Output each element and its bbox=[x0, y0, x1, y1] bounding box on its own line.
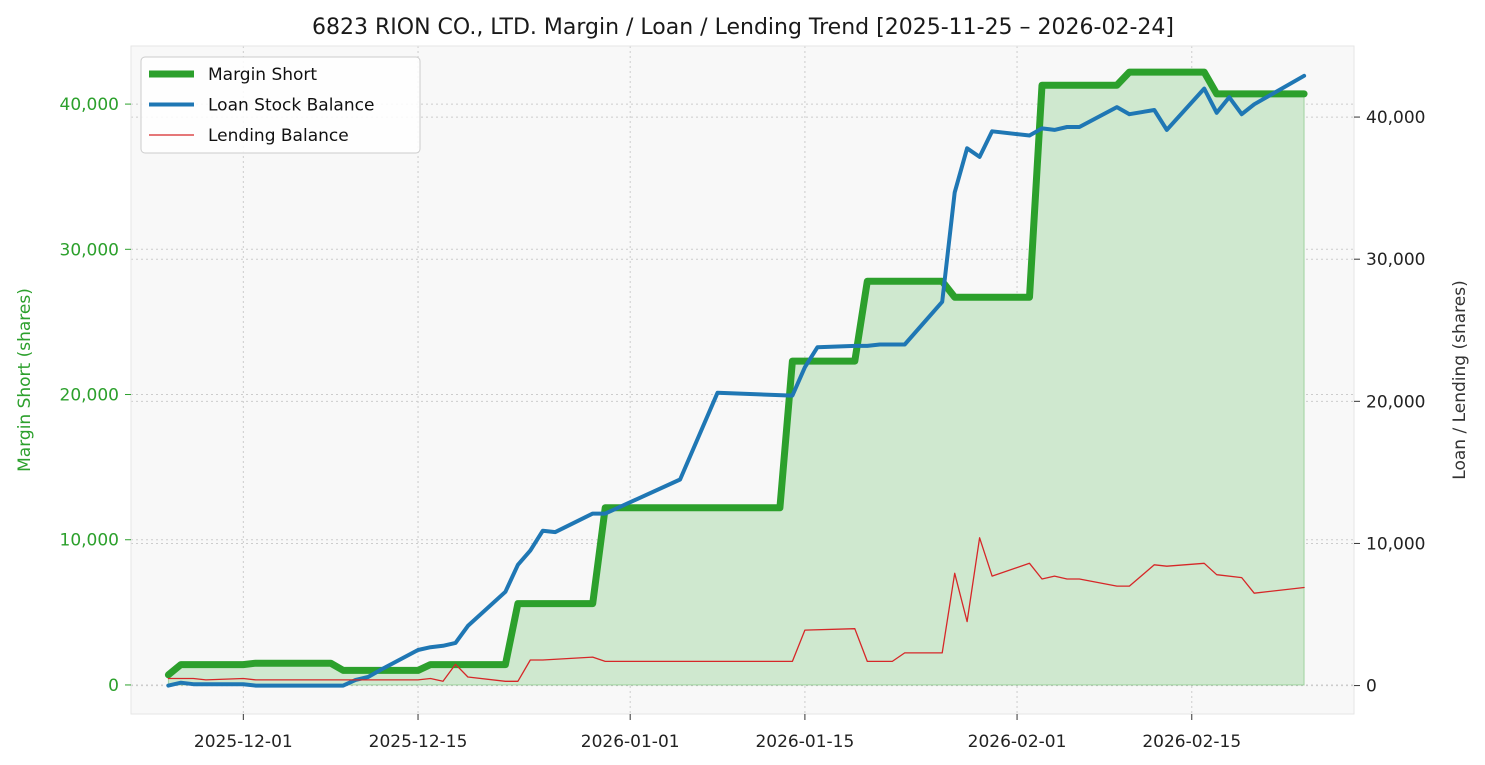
x-tick-label: 2026-01-15 bbox=[755, 732, 854, 752]
left-y-axis: 0 10,000 20,000 30,000 40,000 bbox=[60, 95, 131, 696]
right-y-tick-label: 40,000 bbox=[1366, 108, 1425, 128]
legend-label-lending-balance: Lending Balance bbox=[208, 126, 349, 146]
plot-frame bbox=[130, 45, 1355, 715]
x-tick-label: 2026-02-15 bbox=[1142, 732, 1241, 752]
legend-label-loan-stock-balance: Loan Stock Balance bbox=[208, 96, 374, 116]
series-lines-layer bbox=[164, 68, 1308, 688]
series-line-margin-short bbox=[164, 68, 1308, 679]
left-y-tick-label: 40,000 bbox=[60, 95, 119, 115]
x-tick-label: 2026-01-01 bbox=[581, 732, 680, 752]
left-axis-label: Margin Short (shares) bbox=[15, 288, 35, 472]
series-line-lending-balance bbox=[167, 537, 1305, 682]
series-line-loan-stock-balance bbox=[166, 73, 1307, 688]
x-tick-label: 2026-02-01 bbox=[968, 732, 1067, 752]
x-axis: 2025-12-01 2025-12-15 2026-01-01 2026-01-15… bbox=[194, 714, 1241, 752]
left-y-tick-label: 20,000 bbox=[60, 386, 119, 406]
right-y-tick-label: 30,000 bbox=[1366, 250, 1425, 270]
x-tick-label: 2025-12-01 bbox=[194, 732, 293, 752]
left-y-tick-label: 10,000 bbox=[60, 531, 119, 551]
right-y-tick-label: 10,000 bbox=[1366, 534, 1425, 554]
right-y-axis: 0 10,000 20,000 30,000 40,000 bbox=[1354, 108, 1425, 697]
plot-border bbox=[130, 45, 1355, 715]
right-axis-label: Loan / Lending (shares) bbox=[1450, 280, 1470, 479]
legend-label-margin-short: Margin Short bbox=[208, 65, 317, 85]
right-y-tick-label: 20,000 bbox=[1366, 392, 1425, 412]
legend-box bbox=[140, 56, 421, 154]
x-tick-label: 2025-12-15 bbox=[369, 732, 468, 752]
chart-title: 6823 RION CO., LTD. Margin / Loan / Lend… bbox=[312, 15, 1174, 40]
left-y-tick-label: 0 bbox=[108, 676, 119, 696]
right-y-tick-label: 0 bbox=[1366, 677, 1377, 697]
legend: Margin Short Loan Stock Balance Lending Ba… bbox=[140, 56, 421, 154]
left-y-tick-label: 30,000 bbox=[60, 240, 119, 260]
